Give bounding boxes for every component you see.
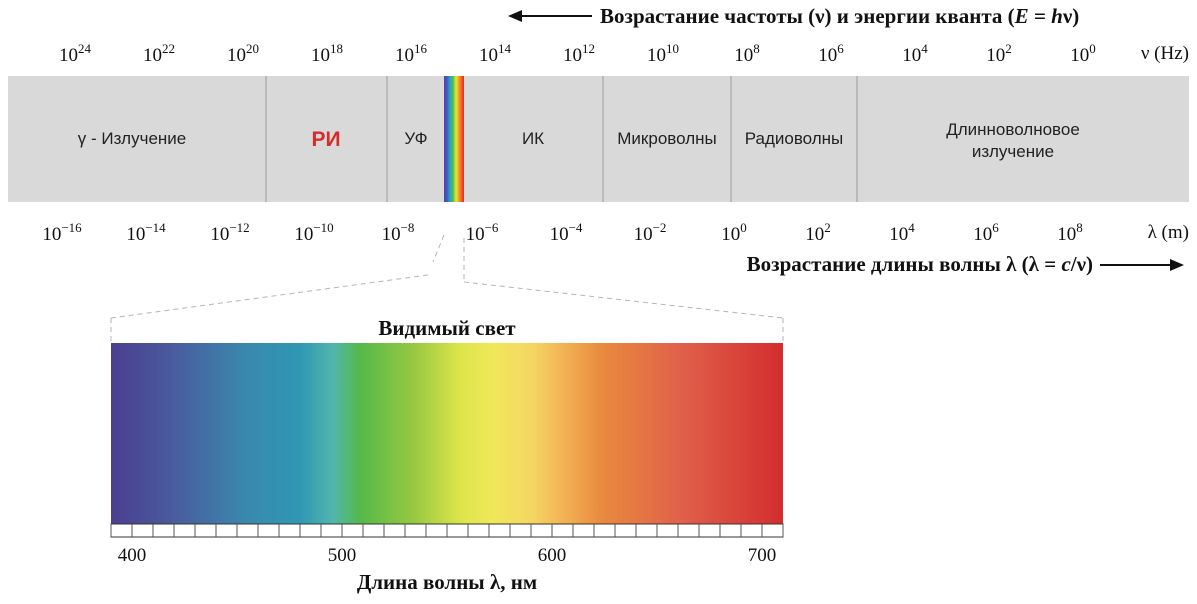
spectrum-band: γ - Излучение РИ УФ ИК Микроволны Радиов… <box>8 76 1189 202</box>
band-label-uv: УФ <box>404 129 427 148</box>
band-label-microwave: Микроволны <box>617 129 716 148</box>
frequency-unit: ν (Hz) <box>1141 43 1189 64</box>
band-label-gamma: γ - Излучение <box>78 129 187 148</box>
wavelength-unit: λ (m) <box>1148 222 1189 243</box>
visible-axis-label-400: 400 <box>118 545 147 566</box>
frequency-tick-label: 106 <box>818 41 844 66</box>
frequency-tick-label: 102 <box>986 41 1012 66</box>
left-arrowhead-icon <box>508 10 522 22</box>
band-label-ir: ИК <box>522 129 544 148</box>
frequency-title: Возрастание частоты (ν) и энергии кванта… <box>508 4 1079 28</box>
wavelength-tick-label: 10−8 <box>382 220 415 245</box>
zoom-line-right-lower <box>463 281 784 319</box>
frequency-tick-label: 1024 <box>59 41 92 66</box>
right-arrowhead-icon <box>1170 259 1184 271</box>
wavelength-tick-label: 106 <box>973 220 999 245</box>
visible-axis-label-600: 600 <box>538 545 567 566</box>
frequency-title-text: Возрастание частоты (ν) и энергии кванта… <box>600 4 1079 28</box>
visible-axis-label: Длина волны λ, нм <box>357 570 537 594</box>
frequency-tick-label: 108 <box>734 41 760 66</box>
frequency-tick-label: 100 <box>1070 41 1096 66</box>
band-label-longwave-line2: излучение <box>972 142 1054 161</box>
frequency-tick-labels: 1024 1022 1020 1018 1016 1014 1012 1010 108 106 10… <box>59 41 1096 66</box>
wavelength-tick-label: 10−10 <box>294 220 333 245</box>
zoom-connector-lines <box>110 234 784 342</box>
frequency-tick-label: 1020 <box>227 41 259 66</box>
visible-axis-label-700: 700 <box>748 545 777 566</box>
visible-spectrum-bar <box>111 343 783 524</box>
frequency-tick-label: 104 <box>902 41 928 66</box>
band-label-xray: РИ <box>311 128 340 151</box>
zoom-line-left-lower <box>110 274 429 319</box>
visible-strip <box>444 76 464 202</box>
wavelength-tick-label: 10−12 <box>210 220 249 245</box>
wavelength-tick-label: 104 <box>889 220 915 245</box>
frequency-tick-label: 1016 <box>395 41 428 66</box>
wavelength-tick-label: 108 <box>1057 220 1083 245</box>
wavelength-tick-label: 10−2 <box>634 220 667 245</box>
visible-axis-label-500: 500 <box>328 545 357 566</box>
wavelength-title-text: Возрастание длины волны λ (λ = c/ν) <box>747 252 1093 276</box>
frequency-tick-label: 1010 <box>647 41 679 66</box>
wavelength-tick-label: 10−16 <box>42 220 82 245</box>
wavelength-tick-label: 102 <box>805 220 831 245</box>
wavelength-tick-labels: 10−16 10−14 10−12 10−10 10−8 10−6 10−4 10−2 100 1… <box>42 220 1082 245</box>
visible-wavelength-axis: 400 500 600 700 <box>110 523 784 566</box>
wavelength-tick-label: 10−4 <box>550 220 583 245</box>
frequency-tick-label: 1012 <box>563 41 595 66</box>
band-label-radio: Радиоволны <box>745 129 844 148</box>
frequency-tick-label: 1022 <box>143 41 175 66</box>
frequency-tick-label: 1018 <box>311 41 343 66</box>
band-label-longwave-line1: Длинноволновое <box>946 120 1080 139</box>
visible-light-title: Видимый свет <box>378 316 516 340</box>
wavelength-tick-label: 10−14 <box>126 220 166 245</box>
wavelength-title: Возрастание длины волны λ (λ = c/ν) <box>747 252 1184 276</box>
wavelength-tick-label: 100 <box>721 220 747 245</box>
spectrum-band-background <box>8 76 1189 202</box>
zoom-line-left <box>432 234 445 263</box>
frequency-tick-label: 1014 <box>479 41 512 66</box>
wavelength-tick-label: 10−6 <box>466 220 499 245</box>
